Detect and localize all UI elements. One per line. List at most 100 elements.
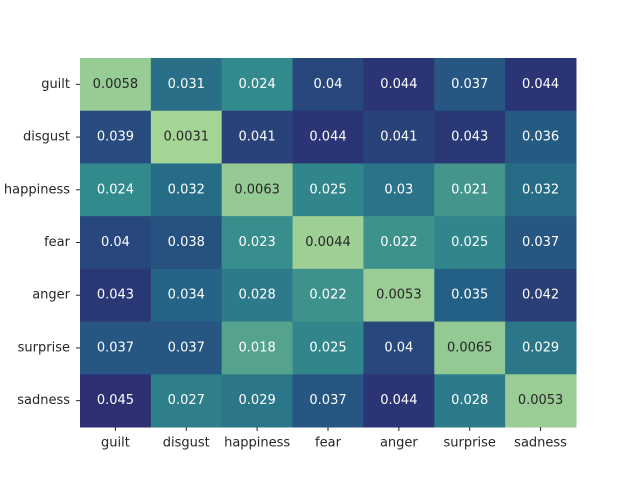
heatmap-cell-happiness-surprise <box>434 163 506 217</box>
cell-value-label-surprise-anger: 0.04 <box>384 340 413 355</box>
heatmap-cell-surprise-sadness <box>505 321 577 375</box>
cell-value-label-fear-guilt: 0.04 <box>101 235 130 250</box>
heatmap-cell-sadness-happiness <box>221 374 294 428</box>
cell-value-label-happiness-surprise: 0.021 <box>451 182 488 197</box>
heatmap-cell-guilt-surprise <box>434 58 506 112</box>
x-tick-label-sadness: sadness <box>514 436 567 451</box>
heatmap-cell-guilt-anger <box>363 58 435 112</box>
cell-value-label-sadness-guilt: 0.045 <box>97 393 134 408</box>
heatmap-cell-sadness-sadness <box>505 374 577 428</box>
cell-value-label-happiness-fear: 0.025 <box>309 182 346 197</box>
cell-value-label-happiness-disgust: 0.032 <box>168 182 205 197</box>
y-tick-label-guilt: guilt <box>41 77 70 92</box>
heatmap-cell-fear-sadness <box>505 216 577 270</box>
cell-value-label-surprise-surprise: 0.0065 <box>447 340 493 355</box>
heatmap-cell-fear-anger <box>363 216 435 270</box>
heatmap-cell-sadness-disgust <box>150 374 223 428</box>
cell-value-label-guilt-guilt: 0.0058 <box>93 77 139 92</box>
cell-value-label-disgust-guilt: 0.039 <box>97 130 134 145</box>
heatmap-cell-disgust-anger <box>363 110 435 164</box>
heatmap-cell-fear-fear <box>292 216 364 270</box>
cell-value-label-sadness-disgust: 0.027 <box>168 393 205 408</box>
heatmap-cell-disgust-fear <box>292 110 364 164</box>
heatmap-cell-disgust-disgust <box>150 110 223 164</box>
cell-value-label-anger-fear: 0.022 <box>309 288 346 303</box>
heatmap-cell-fear-happiness <box>221 216 294 270</box>
heatmap-cell-surprise-anger <box>363 321 435 375</box>
heatmap-cell-guilt-happiness <box>221 58 294 112</box>
cell-value-label-sadness-sadness: 0.0053 <box>518 393 564 408</box>
heatmap-cell-guilt-sadness <box>505 58 577 112</box>
heatmap-cell-anger-anger <box>363 268 435 323</box>
heatmap-cell-anger-surprise <box>434 268 506 323</box>
cell-value-label-anger-guilt: 0.043 <box>97 288 134 303</box>
cell-value-label-happiness-happiness: 0.0063 <box>234 182 280 197</box>
cell-value-label-fear-surprise: 0.025 <box>451 235 488 250</box>
heatmap-cell-guilt-disgust <box>150 58 223 112</box>
heatmap-cell-happiness-guilt <box>80 163 152 217</box>
y-tick-label-disgust: disgust <box>23 130 70 145</box>
heatmap-cell-anger-sadness <box>505 268 577 323</box>
cell-value-label-happiness-anger: 0.03 <box>384 182 413 197</box>
cell-value-label-guilt-sadness: 0.044 <box>522 77 559 92</box>
cell-value-label-disgust-sadness: 0.036 <box>522 130 559 145</box>
heatmap-cell-surprise-surprise <box>434 321 506 375</box>
cell-value-label-surprise-disgust: 0.037 <box>168 340 205 355</box>
heatmap-cell-happiness-anger <box>363 163 435 217</box>
y-tick-label-fear: fear <box>44 235 71 250</box>
heatmap-cell-disgust-surprise <box>434 110 506 164</box>
heatmap-cell-surprise-fear <box>292 321 364 375</box>
y-tick-label-happiness: happiness <box>4 182 70 197</box>
heatmap-cell-fear-guilt <box>80 216 152 270</box>
cell-value-label-guilt-surprise: 0.037 <box>451 77 488 92</box>
cell-value-label-fear-fear: 0.0044 <box>305 235 351 250</box>
cell-value-label-fear-happiness: 0.023 <box>239 235 276 250</box>
y-tick-label-anger: anger <box>32 288 70 303</box>
heatmap-cell-anger-fear <box>292 268 364 323</box>
x-tick-label-guilt: guilt <box>101 436 130 451</box>
cell-value-label-fear-sadness: 0.037 <box>522 235 559 250</box>
heatmap-cell-sadness-fear <box>292 374 364 428</box>
heatmap-cell-surprise-guilt <box>80 321 152 375</box>
cell-value-label-guilt-fear: 0.04 <box>314 77 343 92</box>
cell-value-label-disgust-surprise: 0.043 <box>451 130 488 145</box>
cell-value-label-sadness-anger: 0.044 <box>380 393 417 408</box>
heatmap-cell-sadness-guilt <box>80 374 152 428</box>
heatmap-cell-fear-surprise <box>434 216 506 270</box>
cell-value-label-surprise-sadness: 0.029 <box>522 340 559 355</box>
cell-value-label-disgust-happiness: 0.041 <box>239 130 276 145</box>
heatmap-cell-surprise-happiness <box>221 321 294 375</box>
cell-value-label-anger-disgust: 0.034 <box>168 288 205 303</box>
heatmap-cell-disgust-happiness <box>221 110 294 164</box>
heatmap-cell-guilt-fear <box>292 58 364 112</box>
heatmap-cell-guilt-guilt <box>80 58 152 112</box>
cell-value-label-guilt-disgust: 0.031 <box>168 77 205 92</box>
heatmap-cell-disgust-sadness <box>505 110 577 164</box>
cell-value-label-guilt-happiness: 0.024 <box>239 77 276 92</box>
y-tick-label-surprise: surprise <box>18 340 70 355</box>
cell-value-label-sadness-surprise: 0.028 <box>451 393 488 408</box>
cell-value-label-anger-happiness: 0.028 <box>239 288 276 303</box>
heatmap-cell-happiness-happiness <box>221 163 294 217</box>
cell-value-label-guilt-anger: 0.044 <box>380 77 417 92</box>
cell-value-label-surprise-guilt: 0.037 <box>97 340 134 355</box>
cell-value-label-sadness-fear: 0.037 <box>309 393 346 408</box>
cell-value-label-surprise-fear: 0.025 <box>309 340 346 355</box>
cell-value-label-fear-anger: 0.022 <box>380 235 417 250</box>
cell-value-label-anger-sadness: 0.042 <box>522 288 559 303</box>
heatmap-cell-anger-guilt <box>80 268 152 323</box>
x-tick-label-disgust: disgust <box>163 436 210 451</box>
heatmap-cell-happiness-fear <box>292 163 364 217</box>
cell-value-label-fear-disgust: 0.038 <box>168 235 205 250</box>
cell-value-label-surprise-happiness: 0.018 <box>239 340 276 355</box>
x-tick-label-surprise: surprise <box>444 436 496 451</box>
heatmap-cell-happiness-disgust <box>150 163 223 217</box>
cell-value-label-disgust-anger: 0.041 <box>380 130 417 145</box>
cell-value-label-disgust-disgust: 0.0031 <box>164 130 210 145</box>
cell-value-label-happiness-sadness: 0.032 <box>522 182 559 197</box>
x-tick-label-fear: fear <box>315 436 342 451</box>
heatmap-cell-anger-disgust <box>150 268 223 323</box>
cell-value-label-happiness-guilt: 0.024 <box>97 182 134 197</box>
y-tick-label-sadness: sadness <box>17 393 70 408</box>
cell-value-label-sadness-happiness: 0.029 <box>239 393 276 408</box>
